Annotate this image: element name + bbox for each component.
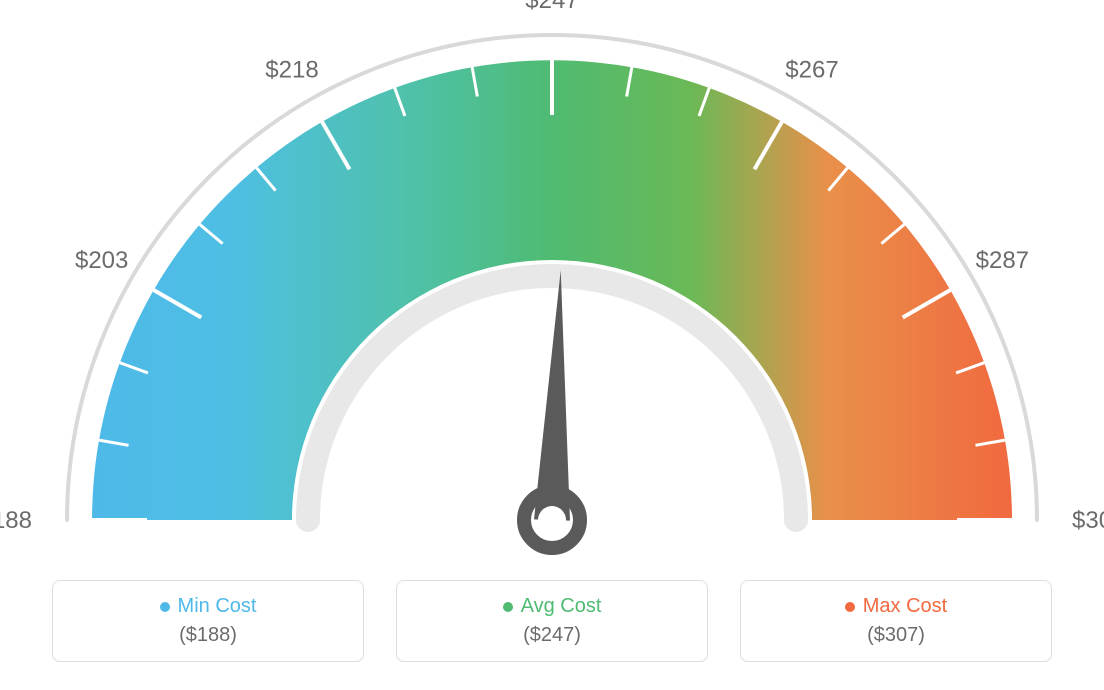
avg-cost-value: ($247): [523, 624, 581, 647]
avg-dot-icon: [503, 602, 513, 612]
avg-cost-label-row: Avg Cost: [503, 595, 602, 618]
needle: [534, 270, 570, 520]
max-dot-icon: [845, 602, 855, 612]
min-cost-box: Min Cost ($188): [52, 580, 364, 662]
tick-label: $307: [1072, 507, 1104, 534]
max-cost-box: Max Cost ($307): [740, 580, 1052, 662]
max-cost-label: Max Cost: [863, 595, 947, 618]
min-dot-icon: [160, 602, 170, 612]
gauge-area: $188 $203 $218 $247 $267 $287 $307: [0, 0, 1104, 560]
gauge-chart-container: $188 $203 $218 $247 $267 $287 $307 Min Cost ($…: [0, 0, 1104, 690]
avg-cost-box: Avg Cost ($247): [396, 580, 708, 662]
summary-boxes: Min Cost ($188) Avg Cost ($247) Max Cost…: [52, 580, 1052, 662]
tick-label: $247: [525, 0, 578, 14]
tick-label: $203: [75, 247, 128, 274]
tick-label: $267: [785, 57, 838, 84]
gauge-svg: $188 $203 $218 $247 $267 $287 $307: [0, 0, 1104, 560]
min-cost-value: ($188): [179, 624, 237, 647]
min-cost-label-row: Min Cost: [160, 595, 257, 618]
tick-label: $287: [976, 247, 1029, 274]
max-cost-value: ($307): [867, 624, 925, 647]
tick-label: $188: [0, 507, 32, 534]
min-cost-label: Min Cost: [178, 595, 257, 618]
avg-cost-label: Avg Cost: [521, 595, 602, 618]
max-cost-label-row: Max Cost: [845, 595, 947, 618]
needle-hub-inner: [538, 506, 566, 534]
tick-label: $218: [265, 57, 318, 84]
